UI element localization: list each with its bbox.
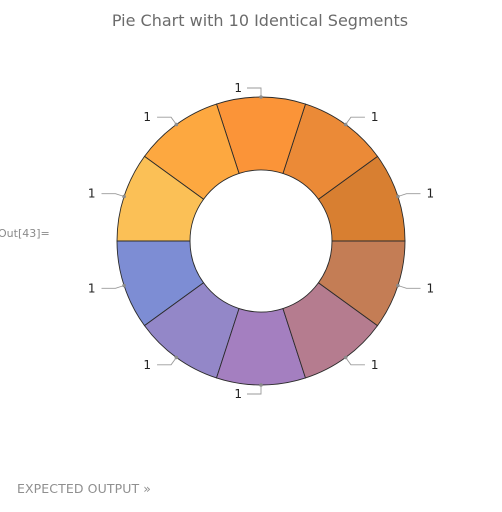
leader-line (247, 87, 262, 97)
slices-group (116, 96, 406, 386)
slice-data-label: 1 (88, 187, 96, 201)
pie-slice (317, 240, 406, 327)
leader-line (397, 193, 421, 197)
expected-output-link[interactable]: EXPECTED OUTPUT » (17, 481, 152, 496)
slice-data-label: 1 (234, 81, 242, 95)
slice-data-label: 1 (234, 387, 242, 401)
leader-line (247, 385, 262, 395)
slice-data-label: 1 (371, 110, 379, 124)
leader-line (101, 193, 125, 197)
slice-data-label: 1 (143, 358, 151, 372)
leader-line (397, 285, 421, 289)
output-cell-label: Out[43]= (0, 227, 50, 240)
leaders-group (101, 87, 421, 395)
slice-data-label: 1 (371, 358, 379, 372)
leader-line (101, 285, 125, 289)
leader-line (157, 357, 177, 366)
labels-group: 1 1 1 1 1 1 1 1 1 1 (88, 81, 434, 401)
slice-data-label: 1 (143, 110, 151, 124)
slice-data-label: 1 (427, 281, 435, 295)
chart-title: Pie Chart with 10 Identical Segments (111, 11, 409, 30)
leader-line (345, 116, 365, 125)
leader-line (157, 116, 177, 125)
leader-line (345, 357, 365, 366)
slice-data-label: 1 (427, 187, 435, 201)
slice-data-label: 1 (88, 281, 96, 295)
